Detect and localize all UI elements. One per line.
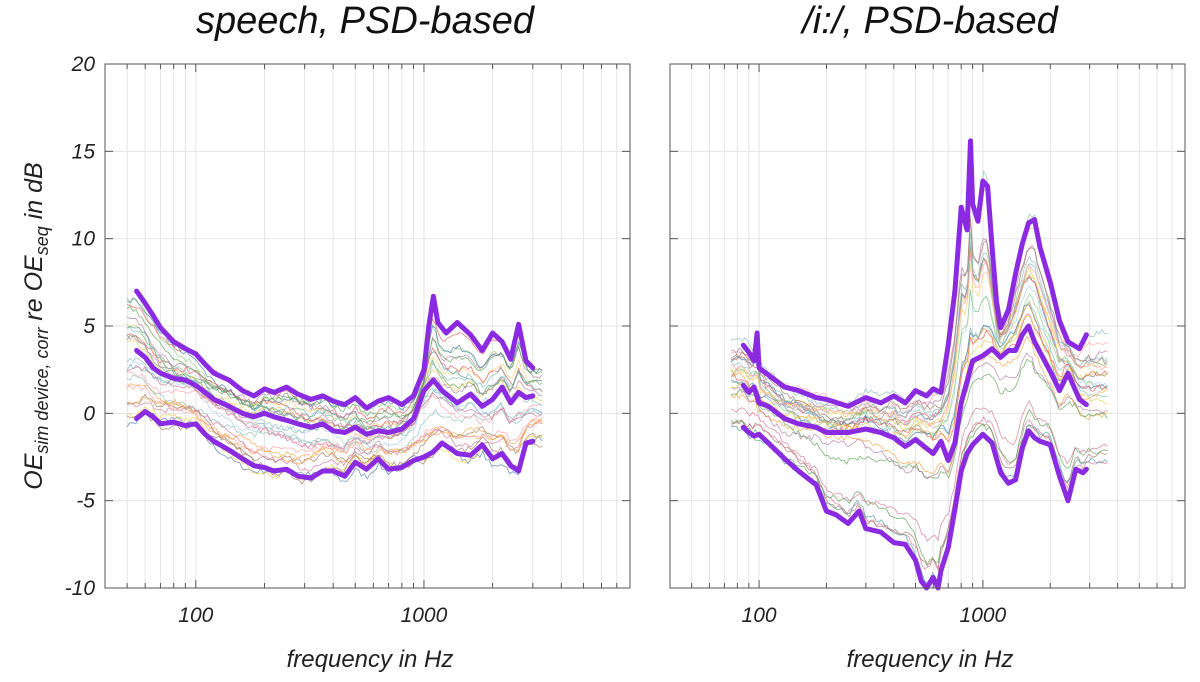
individual-curve [730, 218, 1108, 423]
individual-curve [127, 393, 543, 468]
chart-title: /i:/, PSD-based [799, 0, 1059, 42]
y-tick-label: 5 [83, 315, 95, 338]
individual-curve [127, 384, 543, 455]
tick-marks: 100 1000 [670, 63, 1185, 627]
x-tick-label: 1000 [960, 604, 1007, 627]
individual-curves [730, 140, 1108, 586]
y-axis-label-sub2: seq [32, 226, 52, 255]
y-axis-label-sub1: sim device, corr [32, 327, 52, 454]
series-lower [740, 424, 1089, 591]
y-tick-label: -10 [65, 577, 96, 600]
individual-curve [126, 305, 543, 420]
grid-lines [105, 63, 630, 589]
x-axis-label: frequency in Hz [287, 646, 454, 673]
chart-title: speech, PSD-based [196, 0, 536, 42]
series-lower [134, 409, 536, 481]
individual-curves [126, 297, 543, 485]
summary-curves [740, 138, 1089, 591]
y-axis-label-base: OE [20, 453, 48, 489]
x-tick-label: 100 [178, 604, 213, 627]
y-axis-label-mid: re OE [20, 255, 48, 328]
y-tick-label: 0 [83, 402, 95, 425]
individual-curve [127, 371, 543, 451]
tick-marks: 20 15 10 5 0 -5 -10 100 1000 [65, 53, 630, 627]
y-tick-label: 10 [72, 228, 96, 251]
individual-curve [126, 297, 543, 412]
individual-curve [127, 396, 543, 466]
individual-curve [126, 366, 543, 450]
individual-curve [126, 326, 543, 433]
panel-speech: speech, PSD-based 20 15 10 5 0 -5 -10 100 1000 f… [65, 0, 631, 673]
individual-curve [731, 254, 1108, 427]
series-median [134, 348, 536, 437]
individual-curve [126, 297, 543, 411]
individual-curve [730, 400, 1108, 542]
summary-curves [134, 288, 536, 481]
individual-curve [730, 263, 1108, 428]
y-axis-label: OEsim device, corr re OEseq in dB [20, 162, 52, 489]
individual-curve [730, 416, 1108, 572]
y-tick-label: -5 [76, 490, 95, 513]
x-tick-label: 100 [742, 604, 777, 627]
y-axis-label-tail: in dB [20, 162, 48, 226]
individual-curve [730, 352, 1108, 480]
y-tick-label: 15 [72, 140, 96, 163]
x-tick-label: 1000 [401, 604, 448, 627]
series-upper [134, 288, 536, 411]
individual-curve [730, 246, 1108, 427]
individual-curve [126, 325, 543, 430]
individual-curve [730, 335, 1108, 475]
panel-vowel-i: /i:/, PSD-based 100 1000 frequency in Hz [669, 0, 1186, 673]
series-upper [740, 138, 1089, 409]
individual-curve [126, 333, 543, 430]
series-median [740, 323, 1089, 463]
individual-curve [126, 402, 543, 472]
individual-curve [730, 408, 1108, 566]
y-tick-label: 20 [71, 53, 96, 76]
individual-curve [730, 304, 1108, 443]
grid-lines [670, 63, 1185, 589]
x-axis-label: frequency in Hz [847, 646, 1014, 673]
